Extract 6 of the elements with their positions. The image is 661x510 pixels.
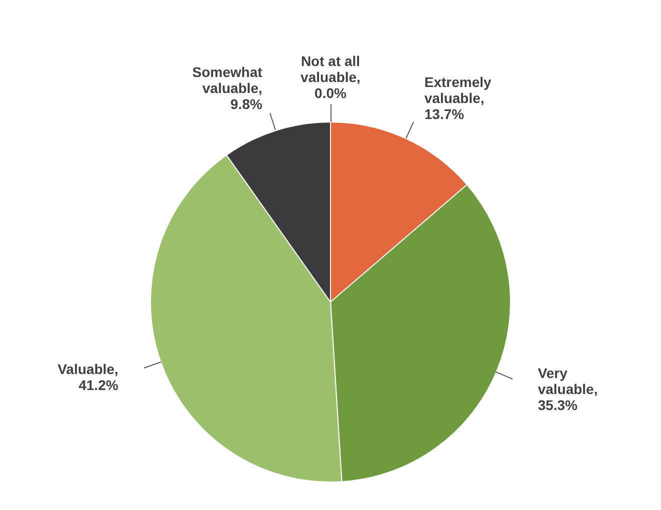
category-label: Not at all valuable, (300, 53, 360, 85)
slice-label: Extremely valuable, 13.7% (424, 74, 492, 122)
slice-label: Somewhat valuable, 9.8% (191, 64, 262, 112)
slice-label: Valuable, 41.2% (56, 360, 118, 393)
text: 0.0% (314, 85, 346, 101)
slice-label: Very valuable, 35.3% (538, 365, 599, 414)
